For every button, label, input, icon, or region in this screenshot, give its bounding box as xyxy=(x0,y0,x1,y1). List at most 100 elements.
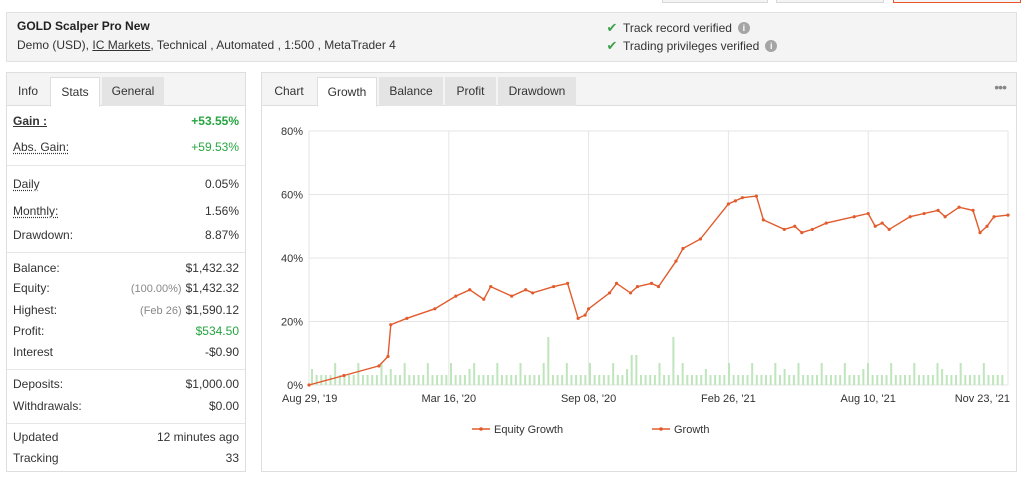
volume-bar xyxy=(658,363,661,385)
growth-point xyxy=(866,211,870,216)
volume-bars xyxy=(311,337,1004,385)
tab-balance[interactable]: Balance xyxy=(379,77,443,106)
volume-bar xyxy=(778,375,781,385)
volume-bar xyxy=(843,363,846,385)
volume-bar xyxy=(635,355,638,385)
chart-tabs: Chart Growth Balance Profit Drawdown ••• xyxy=(262,73,1016,107)
growth-point xyxy=(793,224,797,228)
volume-bar xyxy=(797,363,800,385)
gain-label[interactable]: Gain : xyxy=(13,114,48,128)
growth-point xyxy=(405,316,409,320)
volume-bar xyxy=(542,363,545,385)
volume-bar xyxy=(741,375,744,385)
volume-bar xyxy=(811,375,814,385)
tab-profit[interactable]: Profit xyxy=(445,77,496,106)
volume-bar xyxy=(732,375,735,385)
top-button-2[interactable] xyxy=(776,0,884,3)
interest-label: Interest xyxy=(13,345,54,359)
tab-drawdown[interactable]: Drawdown xyxy=(498,77,576,106)
volume-bar xyxy=(575,375,578,385)
more-options-icon[interactable]: ••• xyxy=(994,79,1007,95)
volume-bar xyxy=(408,375,411,385)
volume-bar xyxy=(565,363,568,385)
growth-point xyxy=(649,281,654,285)
volume-bar xyxy=(769,375,772,385)
volume-bar xyxy=(871,375,874,385)
monthly-label[interactable]: Monthly: xyxy=(13,204,59,218)
volume-bar xyxy=(394,375,397,385)
tab-stats[interactable]: Stats xyxy=(50,77,100,107)
growth-point xyxy=(614,281,619,285)
volume-bar xyxy=(982,363,985,385)
info-icon[interactable]: i xyxy=(765,40,778,52)
tab-general[interactable]: General xyxy=(102,77,164,106)
daily-label[interactable]: Daily xyxy=(13,177,40,191)
broker-link[interactable]: IC Markets xyxy=(92,38,151,52)
profit-value: $534.50 xyxy=(195,324,239,338)
growth-point xyxy=(800,231,804,235)
legend-label[interactable]: Growth xyxy=(674,424,709,436)
tab-growth[interactable]: Growth xyxy=(317,77,377,107)
tab-chart[interactable]: Chart xyxy=(274,84,304,98)
deposits-label: Deposits: xyxy=(13,377,64,391)
legend-label[interactable]: Equity Growth xyxy=(494,424,563,436)
growth-point xyxy=(943,215,947,219)
divider xyxy=(7,252,245,253)
volume-bar xyxy=(602,375,605,385)
volume-bar xyxy=(426,363,429,385)
tracking-value: 33 xyxy=(225,451,239,465)
growth-point xyxy=(985,224,989,228)
legend-marker xyxy=(479,427,483,431)
gain-value: +53.55% xyxy=(191,114,239,128)
volume-bar xyxy=(649,375,652,385)
volume-bar xyxy=(714,375,717,385)
volume-bar xyxy=(315,375,318,385)
growth-point xyxy=(635,284,640,289)
growth-point xyxy=(656,284,661,289)
info-icon[interactable]: i xyxy=(737,22,750,34)
volume-bar xyxy=(454,375,457,385)
volume-bar xyxy=(885,375,888,385)
volume-bar xyxy=(867,363,869,385)
growth-point xyxy=(433,307,437,311)
volume-bar xyxy=(496,363,499,385)
divider xyxy=(7,165,245,166)
growth-point xyxy=(386,354,390,359)
volume-bar xyxy=(774,363,777,385)
volume-bar xyxy=(880,375,883,385)
volume-bar xyxy=(746,375,749,385)
y-tick-label: 40% xyxy=(281,253,303,265)
top-button-3[interactable] xyxy=(893,0,1021,3)
top-button-1[interactable] xyxy=(662,0,768,3)
volume-bar xyxy=(955,375,958,385)
drawdown-value: 8.87% xyxy=(204,228,239,242)
growth-point xyxy=(552,284,556,289)
volume-bar xyxy=(802,375,805,385)
volume-bar xyxy=(894,375,897,385)
stat-withdrawals: Withdrawals: $0.00 xyxy=(13,399,239,417)
volume-bar xyxy=(996,375,999,385)
growth-point xyxy=(873,224,877,228)
volume-bar xyxy=(334,363,337,385)
growth-line xyxy=(308,195,1009,386)
volume-bar xyxy=(890,363,893,385)
volume-bar xyxy=(505,375,508,385)
volume-bar xyxy=(788,375,791,385)
stat-deposits: Deposits: $1,000.00 xyxy=(13,377,239,395)
tab-info[interactable]: Info xyxy=(17,84,38,98)
chart-legend[interactable]: Equity Growth Growth xyxy=(472,424,709,436)
volume-bar xyxy=(463,375,466,385)
stat-balance: Balance: $1,432.32 xyxy=(13,261,239,279)
growth-point xyxy=(992,215,996,219)
volume-bar xyxy=(737,375,740,385)
growth-point xyxy=(389,323,393,327)
growth-point xyxy=(510,294,514,298)
account-type: Demo (USD), xyxy=(17,38,90,52)
volume-bar xyxy=(695,375,698,385)
volume-bar xyxy=(978,375,981,385)
x-tick-label: Mar 16, '20 xyxy=(421,393,476,405)
abs-gain-label[interactable]: Abs. Gain: xyxy=(13,140,70,154)
volume-bar xyxy=(681,363,684,385)
updated-label: Updated xyxy=(13,430,59,444)
volume-bar xyxy=(431,375,434,385)
